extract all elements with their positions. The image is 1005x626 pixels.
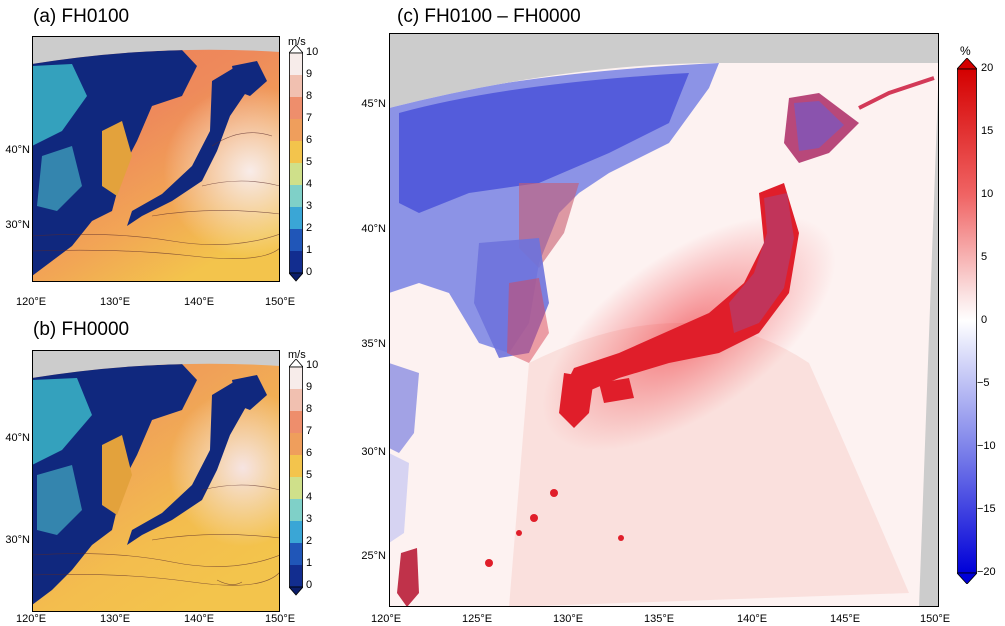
panel-b-colorbar-label: 5 <box>306 469 313 481</box>
panel-b-colorbar-label: 4 <box>306 491 313 503</box>
panel-b-colorbar-label: 8 <box>306 403 313 415</box>
panel-b-japan <box>127 380 247 545</box>
panel-a-title: (a) FH0100 <box>33 6 130 27</box>
panel-a-lon-tick: 130°E <box>100 296 131 308</box>
panel-b-lat-tick: 30°N <box>5 534 30 546</box>
panel-b-lon-tick: 130°E <box>100 613 131 625</box>
panel-a-colorbar-label: 5 <box>306 156 313 168</box>
panel-c-lon-tick: 125°E <box>462 613 493 625</box>
panel-c-colorbar-label: 0 <box>981 314 988 326</box>
panel-b-colorbar-label: 9 <box>306 381 313 393</box>
panel-b-colorbar-label: 0 <box>306 579 313 591</box>
panel-c-colorbar-label: 15 <box>981 125 994 137</box>
panel-c-lon-tick: 120°E <box>371 613 402 625</box>
panel-b-colorbar-label: 1 <box>306 557 313 569</box>
panel-c-lat-tick: 30°N <box>361 446 386 458</box>
panel-c-lon-tick: 130°E <box>553 613 584 625</box>
panel-c-lon-tick: 135°E <box>644 613 675 625</box>
panel-c-colorbar-label: −5 <box>977 377 990 389</box>
panel-c-taiwan <box>397 548 419 607</box>
panel-a-lon-tick: 120°E <box>16 296 47 308</box>
panel-c-colorbar-label: −15 <box>977 503 996 515</box>
panel-a-colorbar-label: 9 <box>306 68 313 80</box>
panel-c-lat-tick: 40°N <box>361 223 386 235</box>
panel-c-japan-honshu <box>564 183 799 393</box>
panel-a-lon-tick: 150°E <box>265 296 296 308</box>
panel-b-lon-tick: 140°E <box>184 613 215 625</box>
panel-c-colorbar-unit: % <box>960 44 971 58</box>
panel-a-colorbar-label: 1 <box>306 244 313 256</box>
panel-c-lat-tick: 35°N <box>361 338 386 350</box>
panel-c-colorbar-label: −20 <box>977 566 996 578</box>
panel-c-lon-tick: 140°E <box>737 613 768 625</box>
panel-c-lon-tick: 145°E <box>830 613 861 625</box>
panel-b-colorbar-label: 6 <box>306 447 313 459</box>
panel-a-colorbar <box>289 45 303 282</box>
panel-c-lat-tick: 25°N <box>361 550 386 562</box>
panel-b-colorbar-label: 3 <box>306 513 313 525</box>
panel-a-colorbar-label: 6 <box>306 134 313 146</box>
panel-a-colorbar-label: 3 <box>306 200 313 212</box>
panel-c-colorbar-label: 5 <box>981 251 988 263</box>
panel-a-lat-tick: 40°N <box>5 144 30 156</box>
panel-c-lon-tick: 150°E <box>920 613 951 625</box>
panel-b-colorbar <box>289 359 303 596</box>
panel-b-map <box>32 350 280 612</box>
panel-a-colorbar-label: 0 <box>306 266 313 278</box>
panel-a-colorbar-label: 2 <box>306 222 313 234</box>
panel-c-japan-kyushu <box>559 373 594 428</box>
panel-a-colorbar-label: 10 <box>306 46 319 58</box>
panel-a-japan <box>127 66 247 226</box>
panel-b-colorbar-label: 7 <box>306 425 313 437</box>
panel-c-colorbar-label: −10 <box>977 440 996 452</box>
panel-c-colorbar-label: 20 <box>981 62 994 74</box>
panel-a-colorbar-unit: m/s <box>288 36 306 48</box>
panel-a-lat-tick: 30°N <box>5 219 30 231</box>
panel-a-lon-tick: 140°E <box>184 296 215 308</box>
panel-c-colorbar-label: 10 <box>981 188 994 200</box>
panel-b-lat-tick: 40°N <box>5 432 30 444</box>
panel-b-colorbar-label: 2 <box>306 535 313 547</box>
panel-b-lon-tick: 120°E <box>16 613 47 625</box>
panel-b-colorbar-unit: m/s <box>288 349 306 361</box>
panel-b-colorbar-label: 10 <box>306 359 319 371</box>
panel-a-map <box>32 36 280 282</box>
panel-b-lon-tick: 150°E <box>265 613 296 625</box>
panel-c-map <box>389 33 939 607</box>
panel-a-colorbar-label: 4 <box>306 178 313 190</box>
panel-a-colorbar-label: 8 <box>306 90 313 102</box>
panel-c-title: (c) FH0100 – FH0000 <box>397 6 581 27</box>
panel-c-lat-tick: 45°N <box>361 98 386 110</box>
panel-a-colorbar-label: 7 <box>306 112 313 124</box>
panel-b-title: (b) FH0000 <box>33 319 130 340</box>
panel-c-colorbar <box>957 58 977 584</box>
